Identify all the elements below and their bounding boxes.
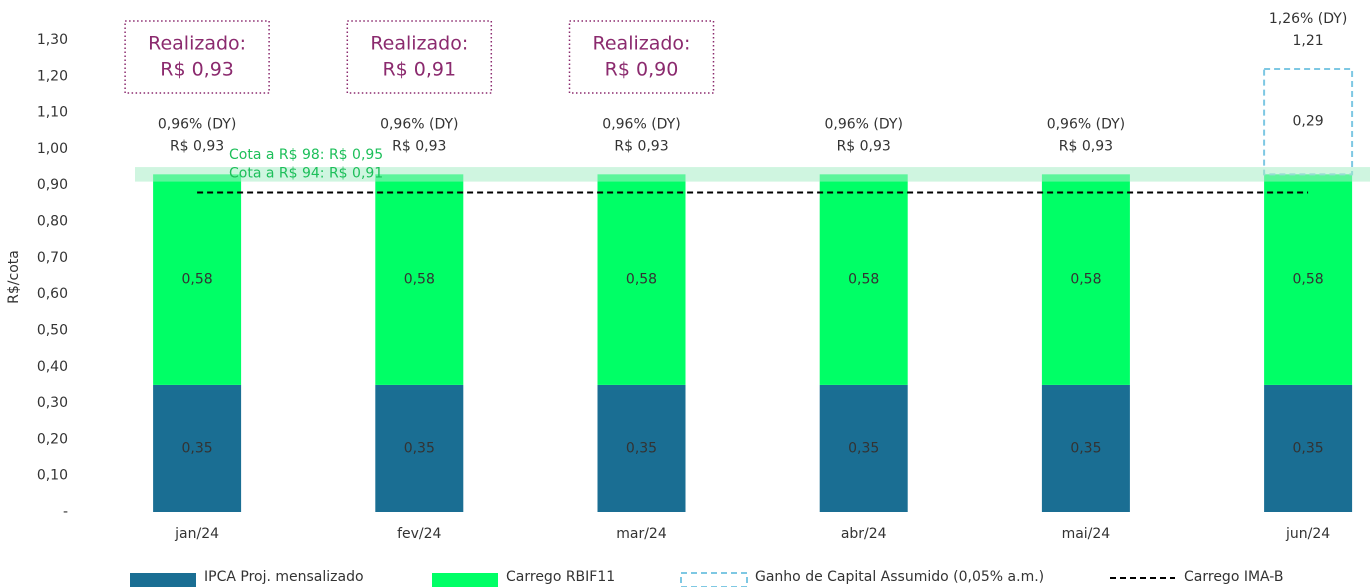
y-tick-label: - xyxy=(63,504,68,520)
total-label: R$ 0,93 xyxy=(392,138,446,154)
y-tick-label: 1,00 xyxy=(37,141,68,157)
total-label: 0,96% (DY) xyxy=(158,116,236,132)
bar-segment xyxy=(153,384,242,512)
value-label: 0,35 xyxy=(404,440,435,456)
legend-label: Carrego RBIF11 xyxy=(506,569,615,585)
cota-annotation: Cota a R$ 94: R$ 0,91 xyxy=(229,166,383,182)
value-label: 0,58 xyxy=(848,272,879,288)
bar-segment xyxy=(597,174,686,385)
realized-box xyxy=(568,20,715,94)
x-tick-label: mai/24 xyxy=(1062,526,1111,542)
x-tick-label: jun/24 xyxy=(1285,526,1330,542)
y-tick-label: 0,30 xyxy=(37,395,68,411)
realized-label: Realizado: xyxy=(370,33,468,55)
y-tick-label: 1,30 xyxy=(37,32,68,48)
y-tick-label: 0,70 xyxy=(37,250,68,266)
value-label: 0,58 xyxy=(404,272,435,288)
total-label: R$ 0,93 xyxy=(170,138,224,154)
bar-segment xyxy=(1041,384,1130,512)
cota-band xyxy=(135,167,1370,182)
y-tick-label: 0,20 xyxy=(37,431,68,447)
bar-segment xyxy=(375,174,464,385)
legend-label: Ganho de Capital Assumido (0,05% a.m.) xyxy=(755,569,1044,585)
bar-segment xyxy=(1264,174,1353,385)
bar-segment xyxy=(1264,384,1353,512)
legend-label: Carrego IMA-B xyxy=(1184,569,1283,585)
legend-swatch xyxy=(432,573,498,587)
total-label: 0,96% (DY) xyxy=(380,116,458,132)
y-tick-label: 0,40 xyxy=(37,359,68,375)
realized-label: Realizado: xyxy=(148,33,246,55)
value-label: 0,35 xyxy=(182,440,213,456)
total-label: 0,96% (DY) xyxy=(824,116,902,132)
total-label: 1,21 xyxy=(1293,33,1324,49)
cota-annotation: Cota a R$ 98: R$ 0,95 xyxy=(229,147,383,163)
value-label: 0,58 xyxy=(1293,272,1324,288)
value-label: 0,58 xyxy=(1070,272,1101,288)
y-tick-label: 1,20 xyxy=(37,68,68,84)
x-tick-label: mar/24 xyxy=(616,526,667,542)
total-label: 0,96% (DY) xyxy=(1047,116,1125,132)
value-label: 0,58 xyxy=(626,272,657,288)
y-axis-title: R$/cota xyxy=(6,250,22,304)
y-tick-label: 0,80 xyxy=(37,214,68,230)
realized-value: R$ 0,93 xyxy=(160,59,234,81)
realized-box xyxy=(346,20,493,94)
value-label: 0,35 xyxy=(626,440,657,456)
total-label: R$ 0,93 xyxy=(837,138,891,154)
value-label: 0,58 xyxy=(182,272,213,288)
y-tick-label: 1,10 xyxy=(37,105,68,121)
bar-segment xyxy=(819,384,908,512)
realized-label: Realizado: xyxy=(593,33,691,55)
value-label: 0,35 xyxy=(1070,440,1101,456)
bar-segment xyxy=(375,384,464,512)
value-label: 0,29 xyxy=(1293,114,1324,130)
total-label: 0,96% (DY) xyxy=(602,116,680,132)
realized-box xyxy=(124,20,270,94)
bar-segment xyxy=(1263,68,1354,176)
realized-value: R$ 0,91 xyxy=(382,59,456,81)
bar-segment xyxy=(153,174,242,385)
value-label: 0,35 xyxy=(1293,440,1324,456)
total-label: R$ 0,93 xyxy=(614,138,668,154)
x-tick-label: jan/24 xyxy=(174,526,219,542)
realized-value: R$ 0,90 xyxy=(605,59,679,81)
bar-segment xyxy=(819,174,908,385)
total-label: 1,26% (DY) xyxy=(1269,11,1347,27)
legend-label: IPCA Proj. mensalizado xyxy=(204,569,364,585)
bar-segment xyxy=(597,384,686,512)
legend-swatch xyxy=(130,573,196,587)
y-tick-label: 0,10 xyxy=(37,468,68,484)
y-tick-label: 0,60 xyxy=(37,286,68,302)
x-tick-label: fev/24 xyxy=(397,526,441,542)
bar-segment xyxy=(1041,174,1130,385)
value-label: 0,35 xyxy=(848,440,879,456)
legend-swatch xyxy=(680,572,748,587)
y-tick-label: 0,50 xyxy=(37,322,68,338)
x-tick-label: abr/24 xyxy=(841,526,887,542)
y-tick-label: 0,90 xyxy=(37,177,68,193)
total-label: R$ 0,93 xyxy=(1059,138,1113,154)
